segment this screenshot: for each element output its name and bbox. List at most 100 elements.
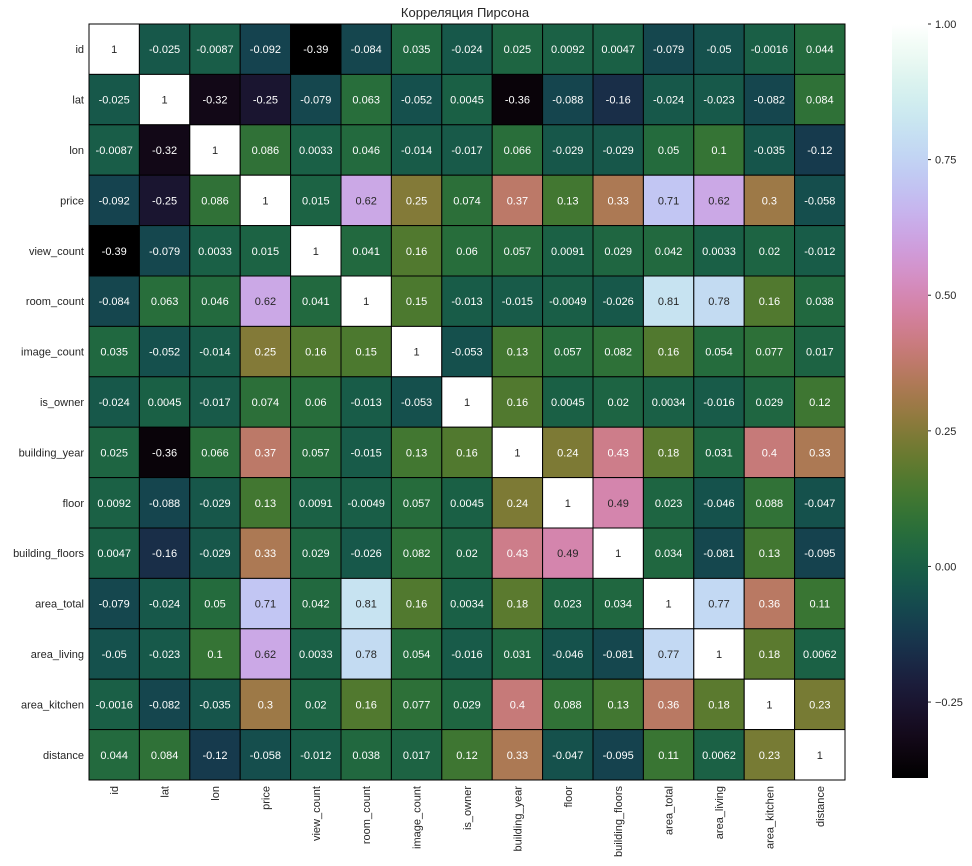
cell-value-label: -0.029 [603, 145, 634, 157]
heatmap-cell [491, 729, 544, 781]
heatmap-cell [491, 275, 544, 327]
cell-value-label: 0.4 [762, 447, 777, 459]
heatmap-cell [441, 23, 493, 75]
heatmap-cell [542, 275, 594, 327]
cell-value-label: -0.046 [703, 498, 734, 510]
cell-value-label: 0.81 [355, 599, 376, 611]
heatmap-cell [138, 729, 191, 781]
cell-value-label: 0.0045 [148, 397, 182, 409]
x-tick-label: room_count [361, 786, 373, 844]
heatmap-cell [592, 376, 644, 428]
cell-value-label: 0.36 [759, 599, 780, 611]
heatmap-cell [642, 275, 695, 327]
cell-value-label: -0.035 [199, 699, 230, 711]
cell-value-label: -0.053 [401, 397, 432, 409]
heatmap-cell [441, 174, 493, 227]
heatmap-cell [189, 275, 241, 327]
cell-value-label: -0.095 [603, 750, 634, 762]
heatmap-cell [491, 426, 544, 479]
heatmap-cell [441, 73, 493, 126]
heatmap-cell [239, 225, 292, 277]
cell-value-label: 0.1 [711, 145, 726, 157]
cell-value-label: -0.013 [351, 397, 382, 409]
cell-value-label: 0.044 [806, 44, 834, 56]
heatmap-cell [239, 174, 292, 227]
heatmap-cell [794, 376, 846, 428]
heatmap-cell [542, 477, 594, 529]
cell-value-label: 1 [766, 699, 772, 711]
cell-value-label: -0.015 [351, 447, 382, 459]
colorbar-tick-label: 0.25 [935, 426, 956, 438]
cell-value-label: 0.042 [302, 599, 330, 611]
heatmap-cell [189, 477, 241, 529]
cell-value-label: 1 [111, 44, 117, 56]
cell-value-label: -0.013 [451, 296, 482, 308]
cell-value-label: 0.077 [756, 347, 784, 359]
cell-value-label: 0.16 [355, 699, 376, 711]
heatmap-cell [340, 325, 392, 378]
cell-value-label: -0.16 [606, 95, 631, 107]
cell-value-label: 0.33 [255, 548, 276, 560]
heatmap-cell [390, 477, 443, 529]
heatmap-cell [441, 275, 493, 327]
heatmap-cell [88, 225, 140, 277]
colorbar-tick-label: 0.50 [935, 290, 956, 302]
cell-value-label: -0.084 [99, 296, 130, 308]
x-tick-label: lon [210, 786, 222, 801]
heatmap-cell [743, 376, 796, 428]
heatmap-cell [743, 225, 796, 277]
heatmap-cell [390, 73, 443, 126]
y-tick-label: area_living [31, 649, 84, 661]
heatmap-cell [189, 174, 241, 227]
cell-value-label: 0.36 [658, 699, 679, 711]
cell-value-label: 0.034 [655, 548, 683, 560]
cell-value-label: 1 [212, 145, 218, 157]
heatmap-cell [340, 225, 392, 277]
heatmap-cell [693, 376, 745, 428]
heatmap-cell [794, 527, 846, 579]
cell-value-label: 0.18 [507, 599, 528, 611]
cell-value-label: -0.016 [703, 397, 734, 409]
cell-value-label: -0.012 [804, 246, 835, 258]
cell-value-label: 0.015 [302, 195, 330, 207]
cell-value-label: 0.041 [302, 296, 330, 308]
cell-value-label: 0.0062 [702, 750, 736, 762]
cell-value-label: -0.0087 [96, 145, 133, 157]
x-tick-label: image_count [412, 786, 424, 849]
heatmap-cell [239, 275, 292, 327]
cell-value-label: 0.066 [504, 145, 532, 157]
x-tick-label: view_count [311, 786, 323, 841]
cell-value-label: 0.1 [207, 649, 222, 661]
cell-value-label: 0.37 [255, 447, 276, 459]
cell-value-label: 0.025 [504, 44, 532, 56]
cell-value-label: 0.057 [403, 498, 431, 510]
cell-value-label: 0.62 [355, 195, 376, 207]
cell-value-label: -0.25 [253, 95, 278, 107]
heatmap-cell [693, 628, 745, 680]
cell-value-label: -0.046 [552, 649, 583, 661]
heatmap-cell [88, 527, 140, 579]
cell-value-label: 0.057 [302, 447, 330, 459]
cell-value-label: 0.71 [255, 599, 276, 611]
heatmap-cell [138, 628, 191, 680]
heatmap-cell [88, 325, 140, 378]
cell-value-label: 0.23 [759, 750, 780, 762]
cell-value-label: -0.32 [152, 145, 177, 157]
cell-value-label: 0.035 [100, 347, 128, 359]
cell-value-label: 0.12 [456, 750, 477, 762]
cell-value-label: 0.0045 [450, 95, 484, 107]
heatmap-cell [592, 678, 644, 731]
heatmap-cell [189, 73, 241, 126]
cell-value-label: 0.62 [255, 649, 276, 661]
cell-value-label: 0.082 [604, 347, 632, 359]
heatmap-cell [88, 275, 140, 327]
cell-value-label: 0.43 [607, 447, 628, 459]
cell-value-label: 0.02 [607, 397, 628, 409]
heatmap-cell [592, 174, 644, 227]
heatmap-cell [794, 477, 846, 529]
heatmap-cell [743, 628, 796, 680]
heatmap-cell [138, 426, 191, 479]
heatmap-cell [290, 527, 342, 579]
cell-value-label: 0.33 [507, 750, 528, 762]
cell-value-label: 0.0092 [97, 498, 131, 510]
